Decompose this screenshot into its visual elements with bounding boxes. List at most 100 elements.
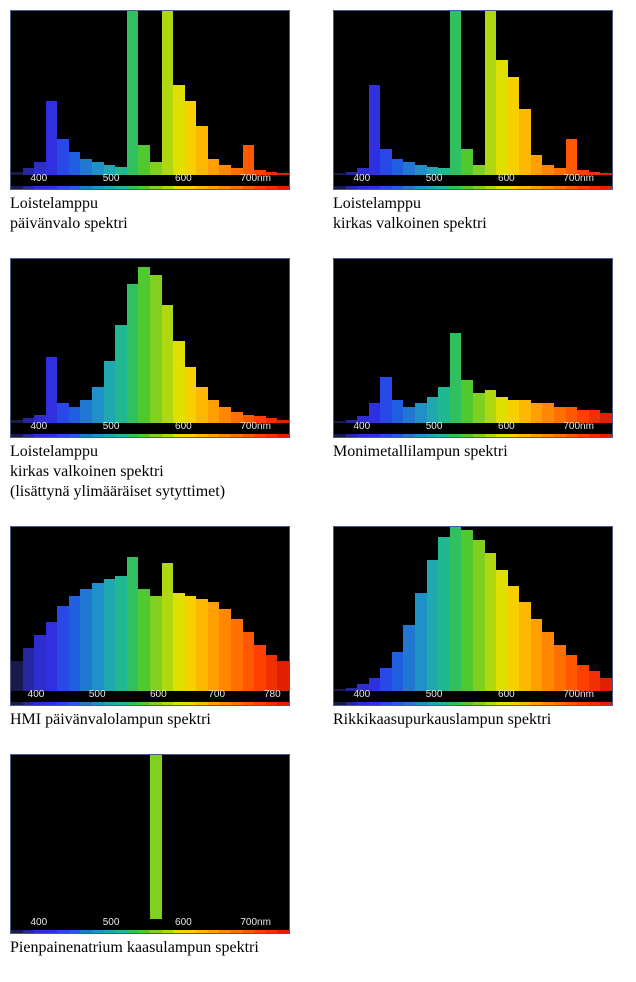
axis-label: 700nm xyxy=(240,421,271,432)
axis-label: 600 xyxy=(498,173,515,184)
axis-label: 700nm xyxy=(240,173,271,184)
axis-label: 500 xyxy=(103,173,120,184)
spectrum-bars xyxy=(334,527,612,691)
spectrum-bar xyxy=(138,589,150,691)
spectrum-bar xyxy=(57,139,69,175)
spectrum-bar xyxy=(485,553,497,691)
spectrum-chart-3: 400500600700nm xyxy=(333,258,613,438)
spectrum-cell-5: 400500600700nm Rikkikaasupurkauslampun sp… xyxy=(333,526,626,744)
spectrum-bar xyxy=(519,109,531,175)
spectrum-bars xyxy=(11,527,289,691)
spectrum-bar xyxy=(219,609,231,691)
caption-line: Loistelamppu xyxy=(333,194,626,214)
spectrum-bars xyxy=(11,259,289,423)
spectrum-chart-0: 400500600700nm xyxy=(10,10,290,190)
spectrum-bar xyxy=(542,632,554,691)
spectrum-bar xyxy=(266,655,278,691)
caption-line: päivänvalo spektri xyxy=(10,214,303,234)
spectrum-bar xyxy=(461,149,473,175)
spectrum-bar xyxy=(496,60,508,175)
spectrum-bar xyxy=(369,85,381,175)
axis-label: 600 xyxy=(498,421,515,432)
chart-caption-3: Monimetallilampun spektri xyxy=(333,442,626,462)
axis-label: 600 xyxy=(150,689,167,700)
spectrum-bar xyxy=(577,665,589,691)
axis-label: 700nm xyxy=(563,689,594,700)
spectrum-bar xyxy=(566,655,578,691)
spectrum-bar xyxy=(150,755,162,919)
caption-line: kirkas valkoinen spektri xyxy=(10,462,303,482)
axis-label: 400 xyxy=(28,689,45,700)
spectrum-chart-2: 400500600700nm xyxy=(10,258,290,438)
axis-labels: 400500600700nm xyxy=(334,173,612,186)
spectrum-chart-5: 400500600700nm xyxy=(333,526,613,706)
spectrum-cell-2: 400500600700nmLoistelamppukirkas valkoin… xyxy=(10,258,303,516)
axis-label: 600 xyxy=(175,173,192,184)
chart-caption-6: Pienpainenatrium kaasulampun spektri xyxy=(10,938,303,958)
spectrum-bar xyxy=(115,325,127,423)
axis-label: 400 xyxy=(353,421,370,432)
axis-label: 500 xyxy=(103,421,120,432)
spectrum-bars xyxy=(11,11,289,175)
spectrum-cell-6: 400500600700nm Pienpainenatrium kaasulamp… xyxy=(10,754,303,972)
axis-label: 600 xyxy=(175,421,192,432)
spectrum-bar xyxy=(508,77,520,175)
spectrum-bar xyxy=(508,586,520,691)
spectrum-bar xyxy=(403,625,415,691)
spectrum-bar xyxy=(566,139,578,175)
spectrum-bar xyxy=(427,560,439,691)
chart-caption-0: Loistelamppupäivänvalo spektri xyxy=(10,194,303,234)
axis-label: 700nm xyxy=(563,173,594,184)
spectrum-cell-4: 400500600700780 HMI päivänvalolampun spek… xyxy=(10,526,303,744)
spectrum-bar xyxy=(162,305,174,423)
spectrum-bar xyxy=(138,267,150,423)
spectrum-bar xyxy=(427,397,439,423)
spectrum-bar xyxy=(531,619,543,691)
caption-line: Pienpainenatrium kaasulampun spektri xyxy=(10,938,303,958)
spectrum-bar xyxy=(69,152,81,175)
caption-line: HMI päivänvalolampun spektri xyxy=(10,710,303,730)
spectrum-bar xyxy=(185,367,197,423)
spectrum-bar xyxy=(196,387,208,423)
axis-labels: 400500600700nm xyxy=(11,917,289,930)
spectrum-bar xyxy=(508,400,520,423)
spectrum-bar xyxy=(277,661,289,691)
axis-labels: 400500600700nm xyxy=(11,421,289,434)
spectrum-bar xyxy=(554,645,566,691)
axis-label: 400 xyxy=(353,173,370,184)
chart-caption-4: HMI päivänvalolampun spektri xyxy=(10,710,303,730)
axis-label: 700nm xyxy=(563,421,594,432)
spectrum-bar xyxy=(461,380,473,423)
spectrum-bar xyxy=(438,387,450,423)
axis-label: 400 xyxy=(353,689,370,700)
axis-label: 400 xyxy=(30,917,47,928)
spectrum-bars xyxy=(334,259,612,423)
spectrum-bar xyxy=(173,85,185,175)
spectrum-bar xyxy=(231,619,243,691)
spectrum-bar xyxy=(196,599,208,691)
spectrum-bar xyxy=(46,101,58,175)
spectrum-bar xyxy=(185,101,197,175)
spectrum-bar xyxy=(196,126,208,175)
spectrum-bar xyxy=(185,596,197,691)
spectrum-bar xyxy=(243,145,255,175)
spectrum-bar xyxy=(392,400,404,423)
spectrum-bar xyxy=(127,11,139,175)
spectrum-grid: 400500600700nmLoistelamppupäivänvalo spe… xyxy=(10,10,626,972)
spectrum-bar xyxy=(254,645,266,691)
spectrum-cell-0: 400500600700nmLoistelamppupäivänvalo spe… xyxy=(10,10,303,248)
caption-line: Loistelamppu xyxy=(10,442,303,462)
spectrum-bar xyxy=(450,11,462,175)
spectrum-bar xyxy=(23,648,35,691)
spectrum-bar xyxy=(380,149,392,175)
caption-line: Monimetallilampun spektri xyxy=(333,442,626,462)
axis-labels: 400500600700nm xyxy=(11,173,289,186)
spectrum-bar xyxy=(473,540,485,691)
spectrum-bar xyxy=(162,11,174,175)
spectrum-chart-4: 400500600700780 xyxy=(10,526,290,706)
spectrum-bar xyxy=(92,583,104,691)
spectrum-bar xyxy=(450,527,462,691)
spectrum-bar xyxy=(438,537,450,691)
caption-line: Rikkikaasupurkauslampun spektri xyxy=(333,710,626,730)
chart-caption-2: Loistelamppukirkas valkoinen spektri(lis… xyxy=(10,442,303,502)
